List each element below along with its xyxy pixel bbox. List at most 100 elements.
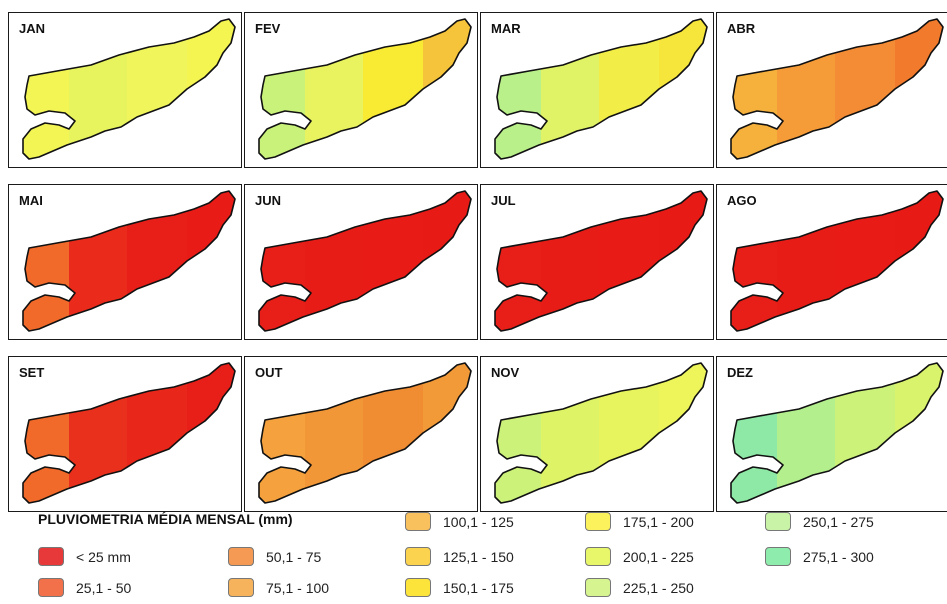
rainfall-zone xyxy=(259,19,305,159)
rainfall-zone xyxy=(69,191,127,331)
map-panel-mai: MAI xyxy=(8,184,242,340)
legend-swatch xyxy=(765,512,791,531)
rainfall-zone xyxy=(495,191,541,331)
month-label: ABR xyxy=(727,21,756,36)
month-label: JUN xyxy=(255,193,282,208)
rainfall-zone xyxy=(599,19,659,159)
rainfall-zone xyxy=(731,363,777,503)
rainfall-zone xyxy=(777,363,835,503)
rainfall-zone xyxy=(731,191,777,331)
map-panel-nov: NOV xyxy=(480,356,714,512)
month-label: MAR xyxy=(491,21,521,36)
rainfall-zone xyxy=(777,19,835,159)
rainfall-zone xyxy=(305,191,363,331)
map-panel-mar: MAR xyxy=(480,12,714,168)
legend-item: 75,1 - 100 xyxy=(228,578,398,600)
rainfall-zone xyxy=(127,363,187,503)
rainfall-zone xyxy=(69,363,127,503)
region-outline xyxy=(730,362,944,504)
legend-swatch xyxy=(585,512,611,531)
legend-label: < 25 mm xyxy=(76,549,131,565)
region-map xyxy=(22,362,236,504)
region-map xyxy=(22,190,236,332)
rainfall-zone xyxy=(23,363,69,503)
region-outline xyxy=(258,362,472,504)
map-panel-jan: JAN xyxy=(8,12,242,168)
month-label: DEZ xyxy=(727,365,753,380)
map-panel-jul: JUL xyxy=(480,184,714,340)
region-map xyxy=(22,18,236,160)
region-map xyxy=(258,362,472,504)
legend-label: 25,1 - 50 xyxy=(76,580,132,596)
legend-item: 25,1 - 50 xyxy=(38,578,208,600)
legend-label: 150,1 - 175 xyxy=(443,580,514,596)
month-label: JAN xyxy=(19,21,46,36)
legend-label: 200,1 - 225 xyxy=(623,549,694,565)
region-map xyxy=(730,18,944,160)
rainfall-zone xyxy=(305,363,363,503)
region-outline xyxy=(494,362,708,504)
legend-title: PLUVIOMETRIA MÉDIA MENSAL (mm) xyxy=(38,511,293,527)
legend-item: 175,1 - 200 xyxy=(585,512,755,534)
rainfall-zone xyxy=(69,19,127,159)
map-panel-ago: AGO xyxy=(716,184,947,340)
legend-swatch xyxy=(38,578,64,597)
legend-label: 225,1 - 250 xyxy=(623,580,694,596)
rainfall-zone xyxy=(835,19,895,159)
legend-item: 225,1 - 250 xyxy=(585,578,755,600)
legend-swatch xyxy=(405,578,431,597)
rainfall-zone xyxy=(259,363,305,503)
map-panel-set: SET xyxy=(8,356,242,512)
region-outline xyxy=(258,18,472,160)
region-map xyxy=(258,190,472,332)
rainfall-zone xyxy=(541,191,599,331)
region-map xyxy=(730,190,944,332)
region-outline xyxy=(494,190,708,332)
rainfall-zone xyxy=(495,363,541,503)
rainfall-zone xyxy=(127,19,187,159)
legend-label: 250,1 - 275 xyxy=(803,514,874,530)
month-label: AGO xyxy=(727,193,757,208)
rainfall-zone xyxy=(835,191,895,331)
month-label: OUT xyxy=(255,365,283,380)
region-map xyxy=(494,362,708,504)
rainfall-zone xyxy=(541,19,599,159)
map-panel-jun: JUN xyxy=(244,184,478,340)
month-label: FEV xyxy=(255,21,281,36)
month-label: SET xyxy=(19,365,45,380)
map-panel-abr: ABR xyxy=(716,12,947,168)
legend-swatch xyxy=(585,547,611,566)
rainfall-zone xyxy=(599,191,659,331)
region-map xyxy=(494,18,708,160)
map-panel-out: OUT xyxy=(244,356,478,512)
legend-swatch xyxy=(228,578,254,597)
legend-swatch xyxy=(38,547,64,566)
legend-label: 275,1 - 300 xyxy=(803,549,874,565)
rainfall-zone xyxy=(731,19,777,159)
region-map xyxy=(494,190,708,332)
legend-item: 275,1 - 300 xyxy=(765,547,935,569)
legend-swatch xyxy=(405,547,431,566)
region-outline xyxy=(258,190,472,332)
legend-label: 100,1 - 125 xyxy=(443,514,514,530)
map-grid: JAN FEV MAR ABR MAI JUN JUL AGO SET OUT NOV DEZ xyxy=(8,12,947,512)
legend-label: 125,1 - 150 xyxy=(443,549,514,565)
rainfall-zone xyxy=(835,363,895,503)
rainfall-zone xyxy=(363,19,423,159)
rainfall-zone xyxy=(127,191,187,331)
rainfall-zone xyxy=(23,191,69,331)
rainfall-zone xyxy=(599,363,659,503)
legend-item: 100,1 - 125 xyxy=(405,512,575,534)
map-panel-fev: FEV xyxy=(244,12,478,168)
region-outline xyxy=(494,18,708,160)
rainfall-zone xyxy=(495,19,541,159)
region-map xyxy=(258,18,472,160)
legend-swatch xyxy=(765,547,791,566)
region-outline xyxy=(730,18,944,160)
rainfall-zone xyxy=(363,363,423,503)
region-outline xyxy=(730,190,944,332)
legend-item: 125,1 - 150 xyxy=(405,547,575,569)
map-panel-dez: DEZ xyxy=(716,356,947,512)
region-outline xyxy=(22,18,236,160)
region-outline xyxy=(22,190,236,332)
